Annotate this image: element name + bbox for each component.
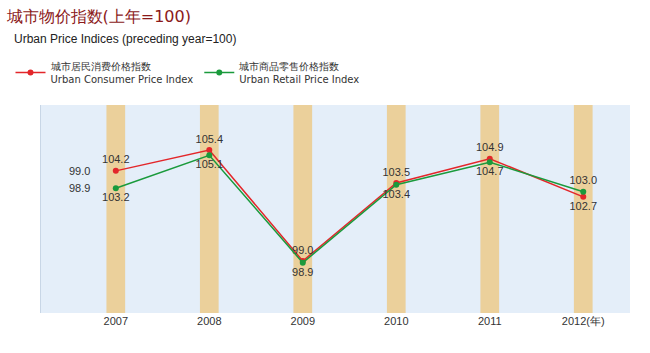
svg-text:105.4: 105.4	[196, 133, 224, 145]
svg-text:104.9: 104.9	[476, 141, 504, 153]
svg-text:104.2: 104.2	[102, 153, 130, 165]
svg-text:2007: 2007	[104, 315, 128, 327]
svg-text:99.0: 99.0	[292, 244, 313, 256]
svg-text:城市物价指数(上年=100): 城市物价指数(上年=100)	[6, 7, 191, 26]
svg-text:2008: 2008	[197, 315, 221, 327]
svg-text:104.7: 104.7	[476, 165, 504, 177]
svg-text:99.0: 99.0	[69, 165, 90, 177]
svg-text:103.2: 103.2	[102, 191, 130, 203]
svg-text:103.5: 103.5	[383, 166, 411, 178]
svg-text:2011: 2011	[478, 315, 502, 327]
svg-text:2010: 2010	[384, 315, 408, 327]
svg-text:城市居民消费价格指数Urban Consumer Price: 城市居民消费价格指数Urban Consumer Price Index	[50, 61, 194, 85]
svg-text:105.1: 105.1	[196, 158, 224, 170]
svg-text:城市商品零售价格指数Urban Retail Price I: 城市商品零售价格指数Urban Retail Price Index	[238, 61, 359, 85]
svg-text:98.9: 98.9	[69, 182, 90, 194]
svg-text:Urban Price Indices (preceding: Urban Price Indices (preceding year=100)	[14, 32, 236, 46]
svg-text:103.0: 103.0	[569, 174, 597, 186]
svg-text:102.7: 102.7	[569, 200, 597, 212]
svg-text:2012(年): 2012(年)	[562, 315, 605, 327]
svg-text:103.4: 103.4	[383, 188, 411, 200]
svg-text:98.9: 98.9	[292, 266, 313, 278]
svg-text:2009: 2009	[291, 315, 315, 327]
